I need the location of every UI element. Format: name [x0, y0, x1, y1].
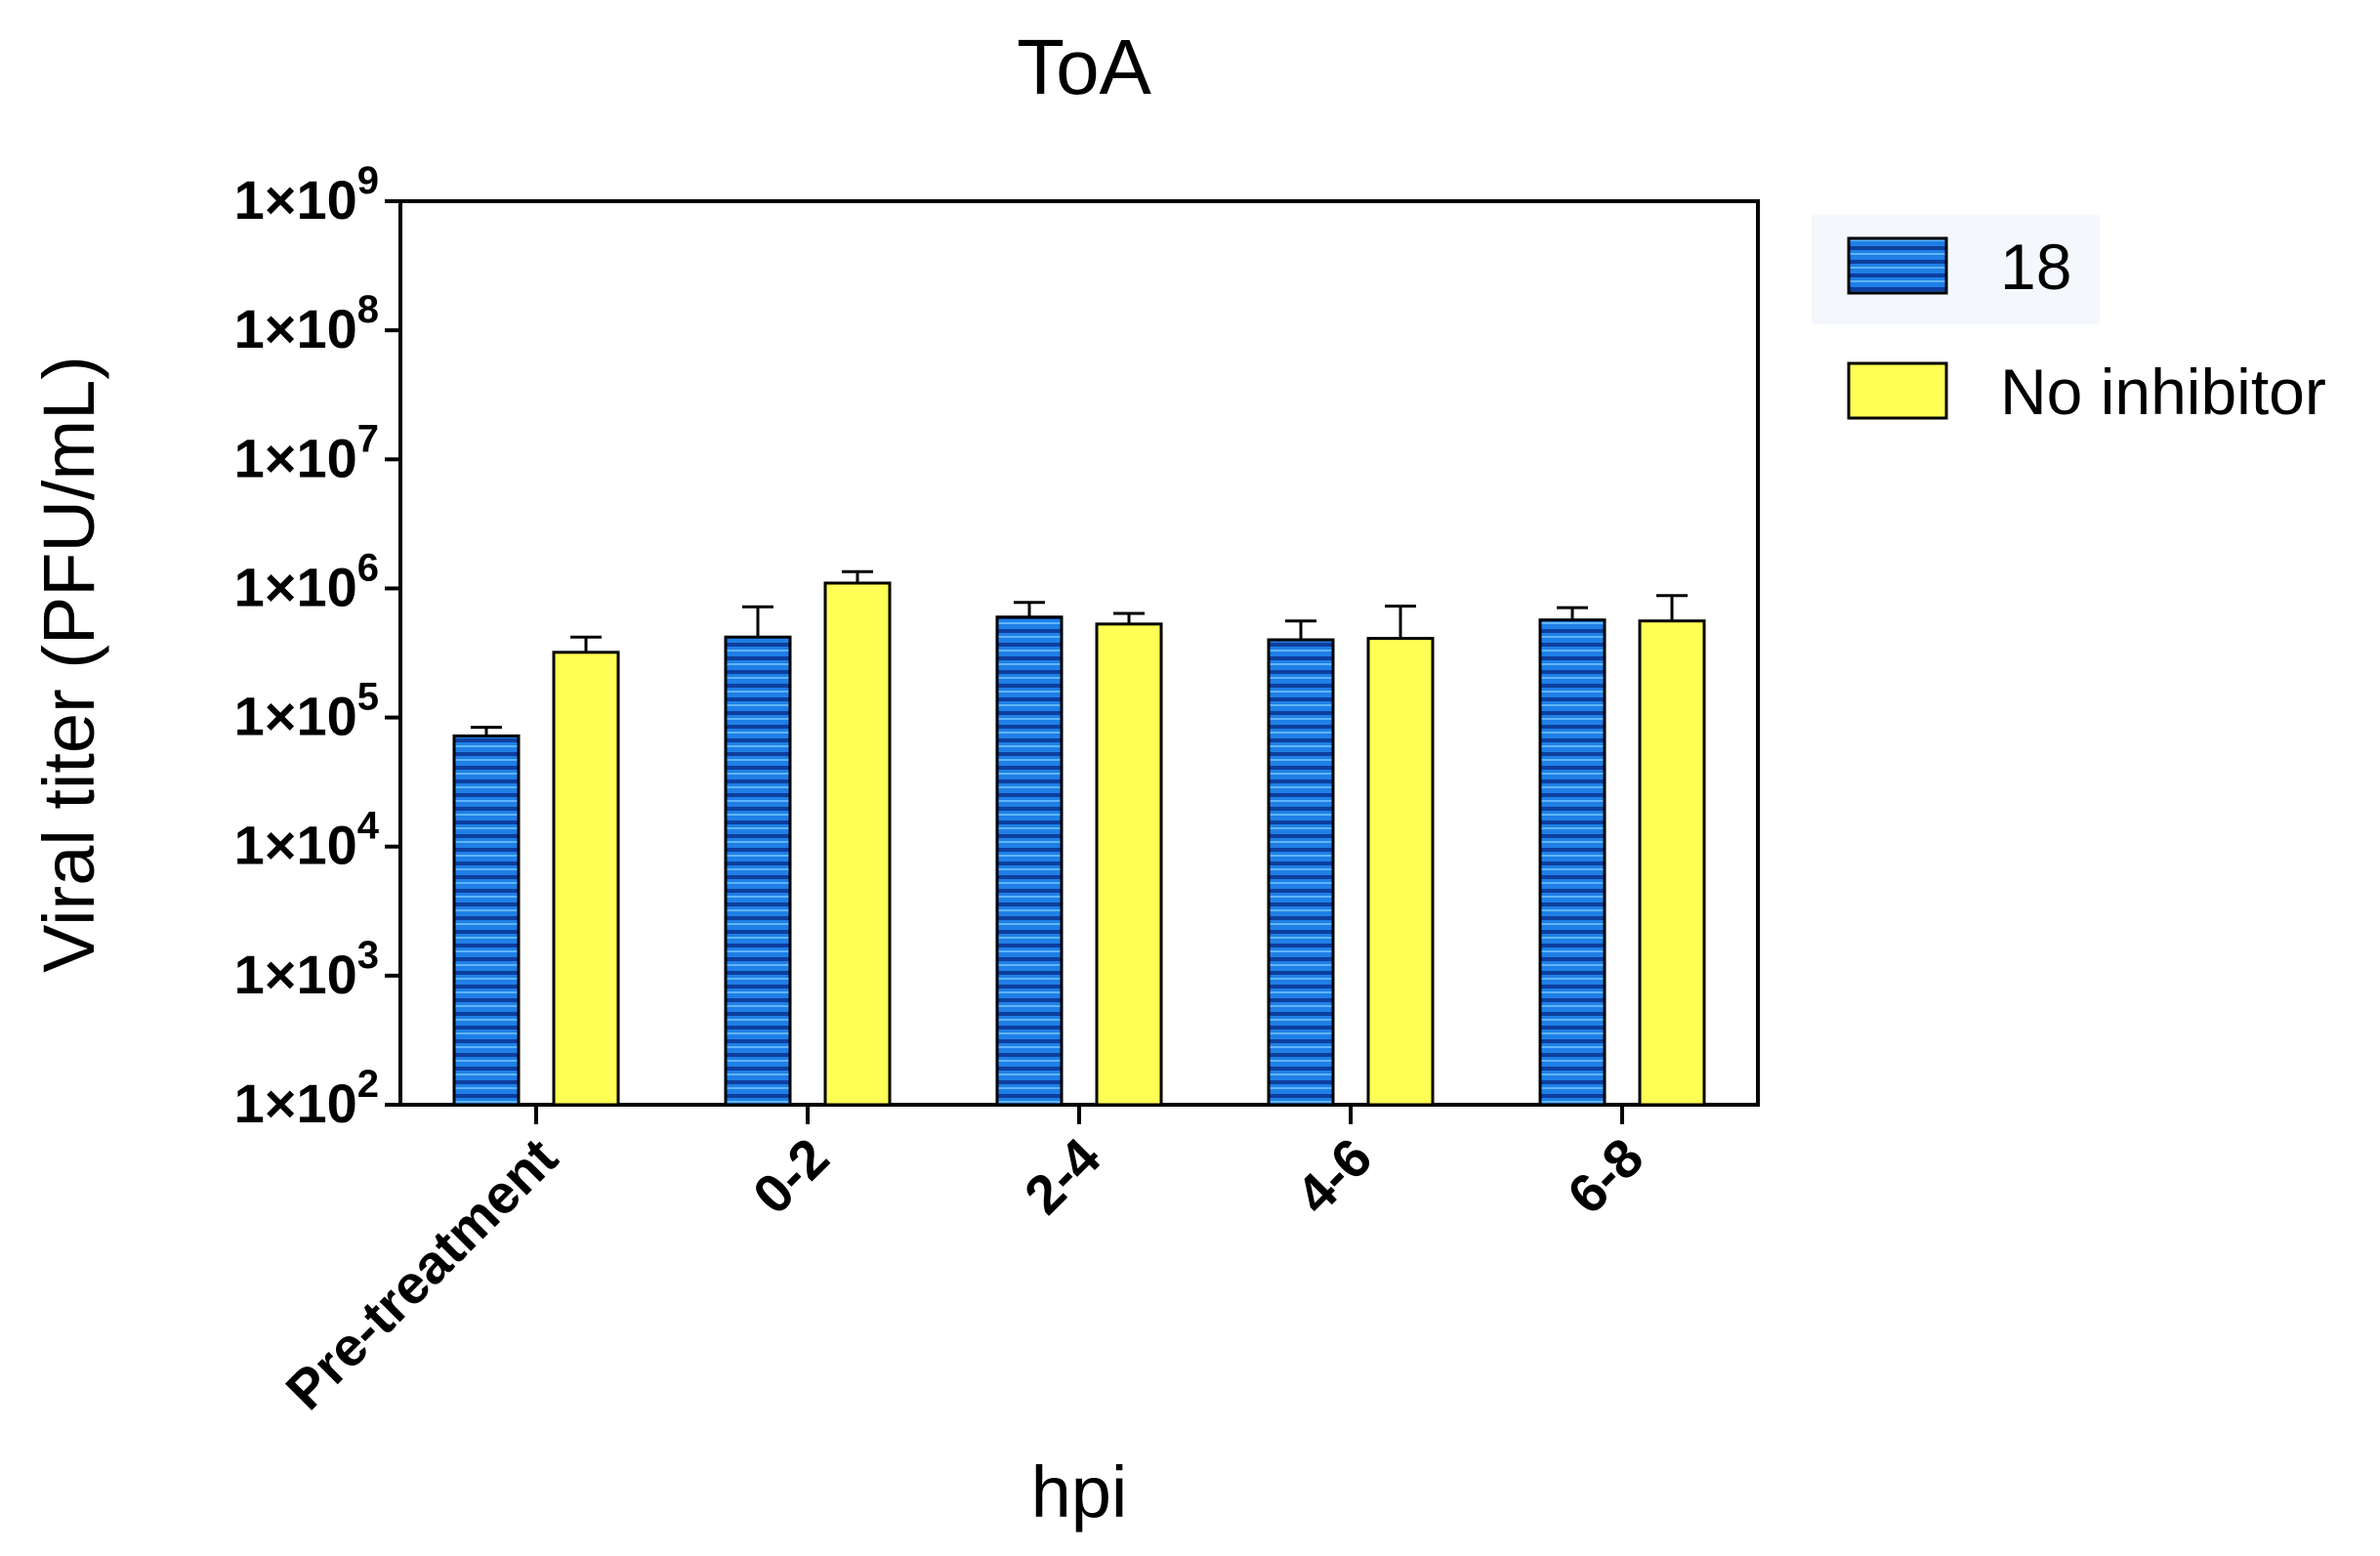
bars — [452, 569, 1706, 1107]
legend: 18 No inhibitor — [1812, 215, 2326, 428]
y-tick-label: 1×104 — [234, 805, 380, 876]
legend-label-18: 18 — [2000, 231, 2071, 303]
y-tick-label: 1×106 — [234, 546, 379, 617]
x-tick-label: 2-4 — [1013, 1126, 1112, 1226]
bar — [552, 651, 620, 1107]
bar — [724, 635, 792, 1107]
y-tick-label: 1×109 — [234, 159, 379, 231]
legend-swatch-no-inhibitor — [1847, 361, 1948, 420]
y-tick-label: 1×105 — [234, 676, 379, 747]
x-axis-ticks: Pre-treatment 0-2 2-4 4-6 6-8 — [273, 1105, 1654, 1421]
y-tick-label: 1×108 — [234, 288, 379, 359]
y-tick-label: 1×107 — [234, 417, 379, 488]
y-tick-label: 1×102 — [234, 1063, 379, 1134]
bar — [452, 734, 521, 1107]
x-axis-label: hpi — [1031, 1451, 1128, 1533]
bar — [1638, 619, 1706, 1107]
bar — [1538, 618, 1607, 1107]
y-tick-label: 1×103 — [234, 934, 379, 1005]
x-tick-label: 4-6 — [1284, 1126, 1384, 1226]
bar — [995, 615, 1064, 1107]
bar — [823, 581, 892, 1107]
x-tick-label: Pre-treatment — [273, 1126, 568, 1421]
x-tick-label: 0-2 — [741, 1126, 841, 1226]
bar — [1095, 622, 1163, 1107]
bar — [1267, 638, 1335, 1107]
chart-title: ToA — [1017, 23, 1151, 110]
y-axis-label: Viral titer (PFU/mL) — [28, 356, 109, 973]
legend-swatch-18 — [1847, 236, 1948, 295]
legend-label-no-inhibitor: No inhibitor — [2000, 356, 2326, 428]
x-tick-label: 6-8 — [1556, 1126, 1655, 1226]
bar — [1366, 637, 1435, 1107]
y-axis-ticks: 1×102 1×103 1×104 1×105 1×106 1×107 1×108 1×109 — [234, 159, 400, 1134]
